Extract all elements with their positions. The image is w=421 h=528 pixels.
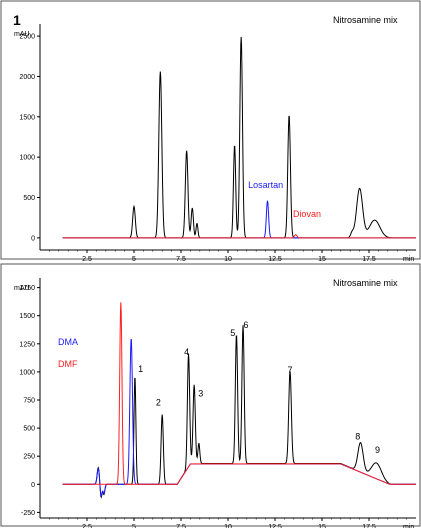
y-axis-label: mAU [14, 31, 30, 38]
series-line [62, 302, 416, 485]
x-tick-label: 5 [132, 256, 136, 263]
peak-annotation: Diovan [293, 209, 321, 219]
peak-number-label: 1 [138, 364, 143, 374]
x-tick-label: 10 [224, 256, 232, 263]
x-tick-label: 12.5 [268, 524, 282, 528]
x-axis-label: min [403, 256, 414, 263]
y-tick-label: 2000 [19, 74, 35, 81]
panel-1-frame [0, 0, 421, 260]
y-tick-label: 500 [23, 195, 35, 202]
peak-number-label: 6 [243, 320, 248, 330]
x-tick-label: 10 [224, 524, 232, 528]
peak-number-label: 7 [288, 365, 293, 375]
x-tick-label: 12.5 [268, 256, 282, 263]
peak-number-label: 8 [355, 431, 360, 441]
y-tick-label: 1750 [19, 285, 35, 292]
chart-title: Nitrosamine mix [333, 278, 398, 288]
peak-number-label: 3 [198, 389, 203, 399]
series-line [62, 234, 416, 239]
y-tick-label: 1000 [19, 369, 35, 376]
y-axis-label: mAU [14, 285, 30, 292]
x-tick-label: 2.5 [82, 524, 92, 528]
peak-number-label: 2 [156, 398, 161, 408]
x-tick-label: 7.5 [176, 256, 186, 263]
y-tick-label: 0 [31, 482, 35, 489]
y-tick-label: 750 [23, 398, 35, 405]
y-tick-label: 1500 [19, 313, 35, 320]
y-tick-label: 0 [31, 235, 35, 242]
x-tick-label: 2.5 [82, 256, 92, 263]
x-tick-label: 5 [132, 524, 136, 528]
y-tick-label: 1250 [19, 341, 35, 348]
y-tick-label: 1000 [19, 155, 35, 162]
panel-1-label: 1 [13, 12, 21, 28]
legend-entry: DMA [58, 337, 78, 347]
y-tick-label: 500 [23, 426, 35, 433]
peak-annotation: Losartan [248, 180, 283, 190]
peak-number-label: 5 [230, 328, 235, 338]
y-tick-label: 2500 [19, 34, 35, 41]
x-axis-label: min [403, 524, 414, 528]
x-tick-label: 17.5 [362, 256, 376, 263]
panel-2-frame [0, 263, 421, 527]
y-tick-label: 250 [23, 454, 35, 461]
x-tick-label: 15 [318, 524, 326, 528]
legend-entry: DMF [58, 359, 78, 369]
x-tick-label: 15 [318, 256, 326, 263]
x-tick-label: 7.5 [176, 524, 186, 528]
y-tick-label: -250 [21, 510, 35, 517]
peak-number-label: 9 [375, 445, 380, 455]
chart-title: Nitrosamine mix [333, 15, 398, 25]
x-tick-label: 17.5 [362, 524, 376, 528]
peak-number-label: 4 [184, 347, 189, 357]
y-tick-label: 1500 [19, 114, 35, 121]
